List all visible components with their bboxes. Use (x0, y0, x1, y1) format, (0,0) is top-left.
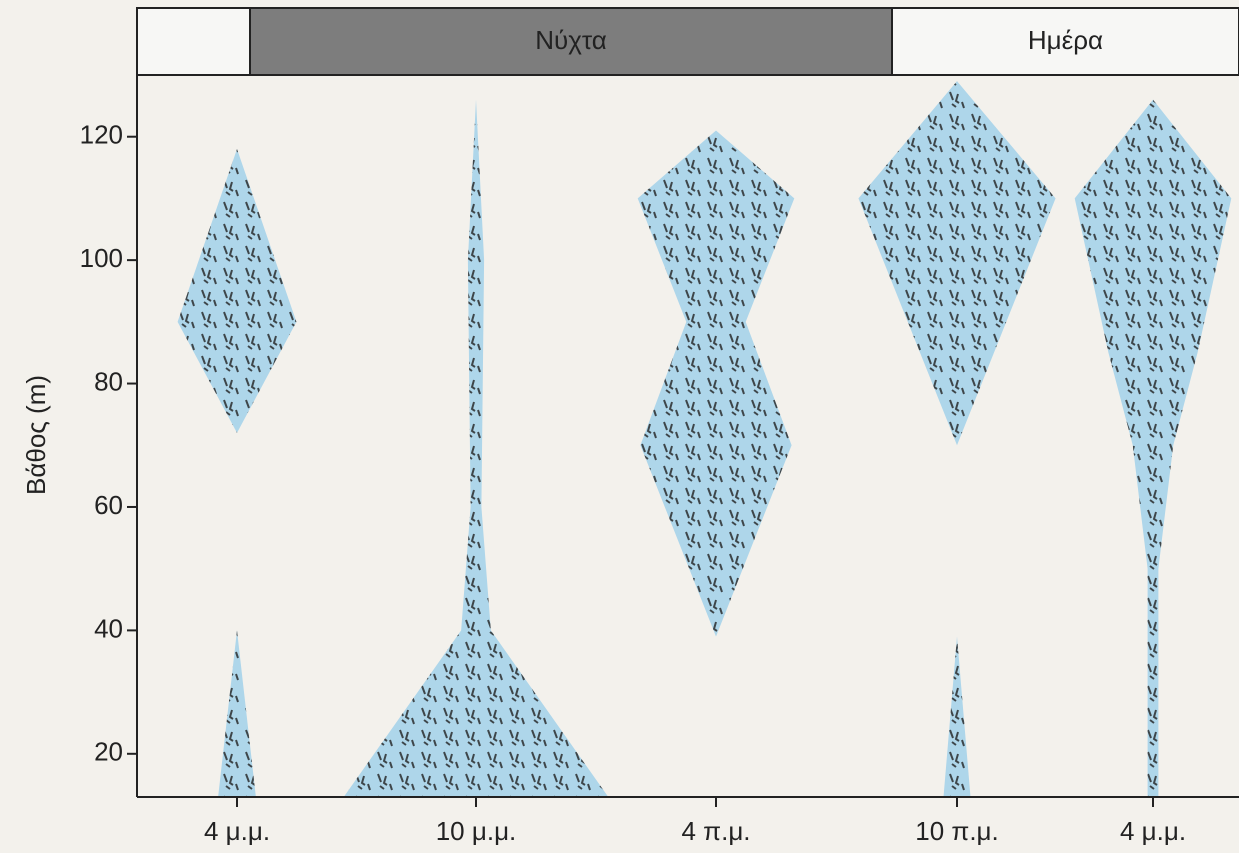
x-tick-label: 10 π.μ. (915, 816, 999, 846)
plankton-texture (218, 630, 256, 797)
y-tick-label: 20 (94, 737, 123, 767)
y-tick-label: 40 (94, 613, 123, 643)
x-tick-label: 4 μ.μ. (204, 816, 270, 846)
x-tick-label: 4 π.μ. (681, 816, 750, 846)
plankton-texture (1075, 100, 1232, 797)
y-axis-label: Βάθος (m) (21, 375, 51, 495)
y-tick-label: 100 (80, 243, 123, 273)
band-empty (137, 8, 250, 75)
y-tick-label: 60 (94, 490, 123, 520)
x-tick-label: 10 μ.μ. (436, 816, 517, 846)
y-tick-label: 80 (94, 366, 123, 396)
plankton-texture (944, 637, 971, 797)
plankton-texture (178, 149, 297, 433)
plankton-texture (638, 131, 795, 637)
period-label: Ημέρα (1028, 25, 1103, 55)
period-label: Νύχτα (535, 25, 607, 55)
plankton-texture (858, 81, 1055, 445)
plankton-texture (344, 100, 609, 797)
y-tick-label: 120 (80, 120, 123, 150)
chart: Βάθος (m) Νύχτα Ημέρα 20 40 60 80 100 120 4 μ.μ.… (0, 0, 1239, 853)
x-tick-label: 4 μ.μ. (1120, 816, 1186, 846)
